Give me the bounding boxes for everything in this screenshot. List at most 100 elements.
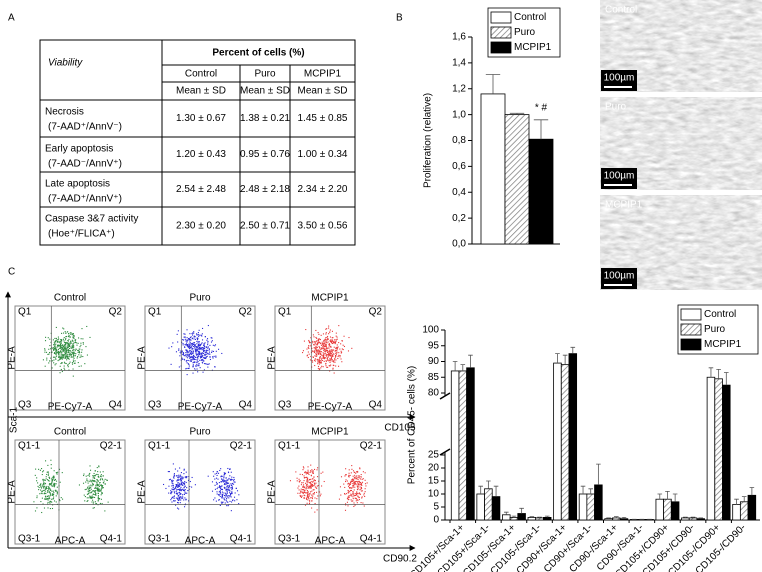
flow-event [322,344,324,346]
flow-event [328,333,330,335]
flow-event [328,360,330,362]
flow-event [65,355,67,357]
flow-event [207,324,209,327]
flow-event [89,469,92,471]
flow-event [205,346,207,349]
flow-event [56,472,58,474]
flow-event [188,355,190,357]
flow-event [321,485,323,487]
flow-event [178,498,181,500]
cell: 3.50 ± 0.56 [298,221,348,232]
flow-event [57,336,59,338]
flow-event [72,361,75,363]
flow-event [323,342,326,344]
flow-event [86,493,88,495]
flow-event [49,501,51,503]
flow-event [314,497,316,499]
flow-event [209,356,211,358]
flow-event [216,472,218,474]
flow-event [198,329,200,331]
flow-event [187,357,189,359]
flow-event [81,328,83,330]
flow-event [43,487,45,489]
flow-event [200,359,202,361]
flow-event [336,338,338,340]
flow-event [192,356,194,358]
flow-event [186,367,188,370]
flow-event [49,483,51,485]
flow-event [60,340,62,342]
table-border [39,39,356,246]
flow-event [64,351,66,353]
flow-event [185,356,187,358]
flow-event [47,353,49,356]
flow-event [194,368,196,370]
flow-event [62,338,64,340]
flow-event [204,353,206,355]
flow-event [311,469,313,471]
flow-event [322,357,324,359]
flow-event [56,492,58,494]
flow-event [57,351,59,353]
flow-event [309,493,311,495]
flow-event [62,332,65,334]
flow-event [41,490,43,492]
flow-event [217,478,219,480]
flow-event [96,482,98,484]
flow-event [351,468,353,470]
flow-event [49,338,51,340]
flow-event [73,346,75,348]
flow-event [206,352,208,354]
y-tick-label: 0,6 [452,161,466,172]
quadrant-label: Q2 [109,307,123,318]
scale-bar-label: 100µm [604,271,635,282]
flow-event [223,487,226,489]
flow-event [231,491,233,493]
error-bar [749,487,755,496]
flow-event [69,332,71,334]
flow-event [56,473,58,475]
flow-event [348,336,350,339]
flow-event [99,479,101,481]
axis-break [439,392,451,400]
flow-event [188,338,191,340]
flow-event [55,501,57,503]
flow-title: Puro [189,293,211,304]
flow-event [59,351,62,353]
flow-event [73,336,75,338]
flow-event [101,487,103,490]
flow-event [331,339,334,341]
flow-event [71,346,74,348]
flow-event [353,483,356,485]
flow-event [305,476,307,479]
flow-event [232,499,234,501]
flow-event [180,479,182,481]
flow-event [229,495,231,497]
flow-event [341,361,343,363]
flow-event [170,490,172,492]
flow-event [226,479,228,481]
flow-event [218,348,220,350]
flow-event [310,487,313,489]
flow-event [66,359,68,361]
flow-event [100,476,102,478]
flow-event [323,341,325,343]
flow-event [42,480,45,482]
flow-event [333,341,335,343]
flow-event [298,485,300,487]
error-bar [468,354,473,368]
quadrant-label: Q3 [278,400,292,411]
flow-event [352,496,354,498]
flow-event [357,492,359,495]
flow-event [34,474,36,476]
flow-event [49,492,51,494]
flow-event [339,355,341,357]
flow-event [198,365,200,367]
flow-event [184,336,186,338]
flow-event [192,357,194,359]
flow-event [189,356,191,358]
flow-event [220,486,222,488]
flow-event [326,339,328,341]
flow-event [91,495,93,497]
